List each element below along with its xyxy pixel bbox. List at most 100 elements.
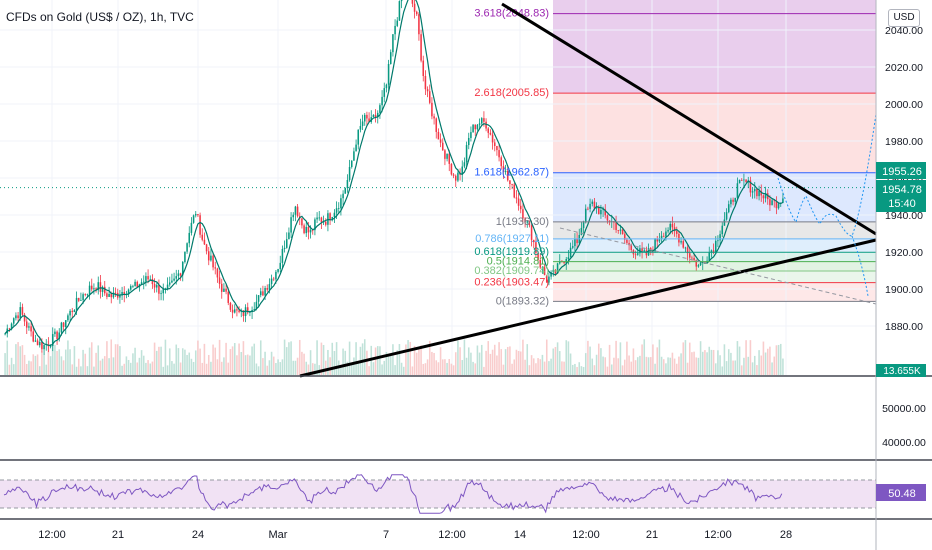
volume-bar xyxy=(398,344,401,375)
volume-bar xyxy=(704,350,706,375)
volume-bar xyxy=(610,364,613,375)
volume-bars xyxy=(4,339,784,375)
candle-body xyxy=(775,201,778,209)
candle-body xyxy=(140,282,143,285)
volume-bar xyxy=(474,363,477,375)
volume-bar xyxy=(428,340,431,375)
volume-bar xyxy=(662,359,665,375)
volume-bar xyxy=(643,339,646,375)
fibonacci-labels: 3.618(2048.83) 2.618(2005.85) 1.618(1962.8… xyxy=(474,8,549,308)
candle-body xyxy=(194,213,197,216)
fib-zone xyxy=(553,238,876,253)
volume-bar xyxy=(82,349,84,375)
candle-body xyxy=(158,285,160,294)
volume-bar xyxy=(210,361,212,375)
rsi-label: 50.48 xyxy=(876,484,926,501)
candle-body xyxy=(108,293,110,297)
candle-body xyxy=(539,260,542,268)
volume-bar xyxy=(51,342,54,375)
volume-bar xyxy=(199,348,201,375)
candle-body xyxy=(630,245,633,250)
candle-body xyxy=(320,217,323,223)
candle-body xyxy=(615,222,617,231)
volume-bar xyxy=(632,348,635,375)
candle-body xyxy=(17,315,19,319)
candle-body xyxy=(571,246,574,248)
candle-body xyxy=(43,345,45,350)
price-tick-label: 2040.00 xyxy=(885,25,923,37)
volume-bar xyxy=(121,365,123,375)
price-tick-label: 1920.00 xyxy=(885,247,923,259)
candle-body xyxy=(372,114,375,118)
volume-bar xyxy=(314,363,316,375)
candle-body xyxy=(162,288,165,294)
candle-body xyxy=(740,179,743,181)
candle-body xyxy=(97,282,100,291)
volume-bar xyxy=(539,359,542,375)
volume-bar xyxy=(246,354,249,375)
candle-body xyxy=(563,262,565,264)
candle-body xyxy=(242,310,245,317)
volume-bar xyxy=(136,362,139,375)
candle-body xyxy=(704,261,706,263)
candle-body xyxy=(422,60,425,77)
time-tick-label: 12:00 xyxy=(438,529,466,541)
volume-bar xyxy=(145,362,147,375)
fib-level-label: 0.382(1909.74) xyxy=(474,265,549,277)
candle-body xyxy=(93,288,95,290)
volume-bar xyxy=(97,345,100,375)
volume-bar xyxy=(346,361,349,375)
volume-bar xyxy=(93,366,95,375)
candle-body xyxy=(712,250,715,253)
candle-body xyxy=(168,282,171,285)
volume-bar xyxy=(712,349,715,375)
volume-bar xyxy=(413,345,416,375)
candle-body xyxy=(8,328,11,330)
candle-body xyxy=(550,272,552,277)
currency-button[interactable]: USD xyxy=(888,9,920,27)
volume-bar xyxy=(387,353,390,375)
candle-body xyxy=(223,288,225,292)
volume-bar xyxy=(253,343,256,375)
candle-body xyxy=(580,227,583,235)
candle-body xyxy=(80,299,82,301)
candle-body xyxy=(522,209,524,219)
candle-body xyxy=(49,345,52,347)
candle-body xyxy=(608,220,611,223)
candle-body xyxy=(439,139,442,143)
candle-body xyxy=(272,278,275,280)
volume-bar xyxy=(656,347,659,375)
volume-bar xyxy=(630,361,633,375)
candle-body xyxy=(106,293,108,297)
volume-bar xyxy=(688,342,691,375)
candle-body xyxy=(602,209,604,211)
volume-bar xyxy=(725,361,728,375)
volume-bar xyxy=(238,343,240,375)
candle-body xyxy=(658,238,661,242)
rsi-band xyxy=(0,480,876,508)
candle-body xyxy=(114,292,117,294)
volume-bar xyxy=(307,364,310,375)
volume-bar xyxy=(545,339,548,375)
candle-body xyxy=(207,251,210,261)
volume-bar xyxy=(64,349,67,375)
lower-trendline xyxy=(299,238,877,378)
candle-body xyxy=(493,142,496,147)
volume-bar xyxy=(264,351,266,375)
candle-body xyxy=(355,144,357,152)
candle-body xyxy=(730,199,732,205)
candle-body xyxy=(197,213,199,216)
volume-bar xyxy=(333,350,336,375)
volume-bar xyxy=(335,342,338,375)
volume-bar xyxy=(465,357,468,375)
volume-bar xyxy=(738,346,741,375)
candle-body xyxy=(483,118,485,122)
volume-bar xyxy=(628,355,630,375)
candle-body xyxy=(119,295,121,298)
volume-bar xyxy=(517,350,520,375)
volume-bar xyxy=(266,365,269,375)
candle-body xyxy=(504,170,507,173)
volume-bar xyxy=(361,343,364,375)
volume-bar xyxy=(171,361,173,375)
